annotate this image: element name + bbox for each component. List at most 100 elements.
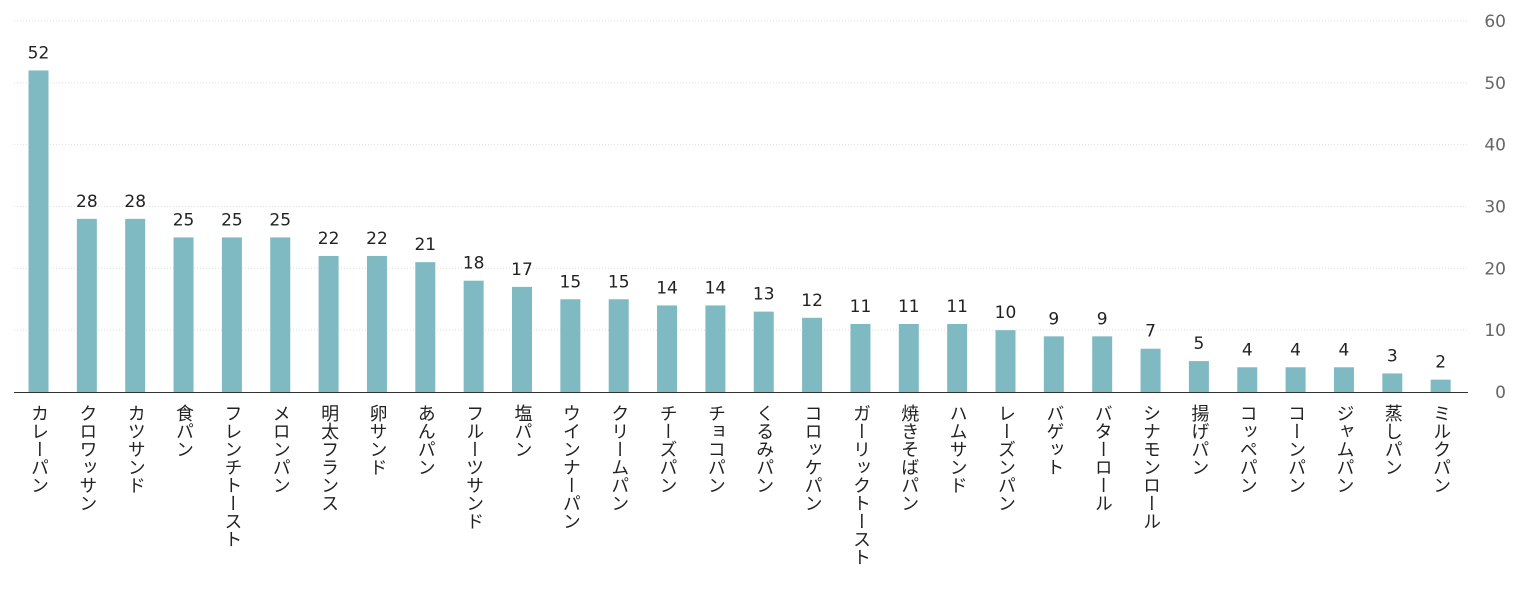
- y-tick-label: 0: [1495, 383, 1506, 403]
- data-label: 2: [1435, 353, 1446, 373]
- bar: [753, 311, 774, 392]
- bar: [415, 262, 436, 392]
- bar: [173, 237, 194, 392]
- data-label: 25: [173, 210, 195, 230]
- data-label: 17: [511, 260, 533, 280]
- bars: [28, 70, 1451, 392]
- x-tick-label: ガーリックトースト: [850, 404, 871, 566]
- bar: [1285, 367, 1306, 392]
- x-tick-label: 蒸しパン: [1382, 404, 1403, 476]
- bar: [1140, 348, 1161, 392]
- bar: [705, 305, 726, 392]
- bar: [657, 305, 678, 392]
- bar: [560, 299, 581, 392]
- x-tick-label: 揚げパン: [1188, 404, 1209, 476]
- bar: [850, 323, 871, 392]
- bar: [608, 299, 629, 392]
- x-tick-label: ウインナーパン: [560, 404, 581, 530]
- x-tick-label: 塩パン: [512, 404, 533, 458]
- bar: [947, 323, 968, 392]
- x-tick-label: フレンチトースト: [221, 404, 242, 548]
- bar: [463, 280, 484, 392]
- y-axis-ticks: 0 10 20 30 40 50 60: [1484, 12, 1506, 403]
- data-label: 9: [1048, 309, 1059, 329]
- bar: [1043, 336, 1064, 392]
- bar: [28, 70, 49, 392]
- x-tick-label: カツサンド: [125, 404, 146, 494]
- x-tick-label: コロッケパン: [802, 404, 823, 512]
- data-label: 15: [608, 272, 630, 292]
- bar: [1092, 336, 1113, 392]
- data-label: 4: [1339, 340, 1350, 360]
- grid-lines: [14, 20, 1468, 331]
- data-label: 14: [705, 278, 727, 298]
- x-tick-label: あんパン: [415, 404, 436, 476]
- bar: [898, 323, 919, 392]
- x-tick-label: コッペパン: [1237, 404, 1258, 494]
- y-tick-label: 30: [1484, 198, 1506, 218]
- data-label: 28: [124, 192, 146, 212]
- x-tick-label: くるみパン: [753, 404, 774, 494]
- bar: [995, 330, 1016, 392]
- x-tick-label: 明太フランス: [318, 404, 339, 512]
- x-tick-label: クロワッサン: [76, 404, 97, 512]
- data-label: 5: [1193, 334, 1204, 354]
- bar: [1382, 373, 1403, 392]
- y-tick-label: 10: [1484, 321, 1506, 341]
- x-tick-label: ジャムパン: [1333, 404, 1354, 494]
- bar: [1237, 367, 1258, 392]
- x-tick-label: チーズパン: [657, 404, 678, 494]
- bar: [802, 317, 823, 392]
- y-tick-label: 40: [1484, 136, 1506, 156]
- bar: [512, 286, 532, 392]
- data-label: 22: [318, 229, 340, 249]
- x-tick-label: ハムサンド: [947, 404, 968, 494]
- x-tick-label: メロンパン: [270, 404, 291, 494]
- bar: [221, 237, 242, 392]
- x-axis-category-labels: カレーパン クロワッサン カツサンド 食パン フレンチトースト メロンパン 明太フランス 卵サ…: [28, 404, 1451, 566]
- bar: [1188, 361, 1209, 392]
- x-tick-label: バターロール: [1092, 404, 1113, 512]
- x-tick-label: ミルクパン: [1430, 404, 1451, 494]
- data-label: 11: [850, 297, 872, 317]
- x-tick-label: チョコパン: [705, 404, 726, 494]
- x-tick-label: シナモンロール: [1140, 404, 1161, 530]
- bar: [1430, 379, 1451, 392]
- data-label: 4: [1242, 340, 1253, 360]
- data-label: 21: [414, 235, 436, 255]
- data-label: 3: [1387, 346, 1398, 366]
- bar: [1333, 367, 1354, 392]
- data-label: 25: [221, 210, 243, 230]
- x-tick-label: バゲット: [1043, 404, 1064, 476]
- bar: [76, 218, 97, 392]
- data-label: 4: [1290, 340, 1301, 360]
- data-label: 15: [560, 272, 582, 292]
- data-label: 13: [753, 285, 775, 305]
- data-label: 25: [269, 210, 291, 230]
- data-label: 52: [28, 43, 50, 63]
- y-tick-label: 60: [1484, 12, 1506, 32]
- x-tick-label: 卵サンド: [366, 404, 387, 476]
- x-tick-label: レーズンパン: [995, 404, 1016, 512]
- bar: [366, 255, 387, 392]
- x-tick-label: フルーツサンド: [463, 404, 484, 530]
- data-label: 10: [995, 303, 1017, 323]
- x-tick-label: 焼きそばパン: [898, 404, 919, 512]
- data-label: 11: [898, 297, 920, 317]
- data-label: 14: [656, 278, 678, 298]
- y-tick-label: 50: [1484, 74, 1506, 94]
- x-tick-label: クリームパン: [608, 404, 629, 512]
- data-label: 18: [463, 254, 485, 274]
- data-label: 12: [801, 291, 823, 311]
- y-tick-label: 20: [1484, 259, 1506, 279]
- bar: [270, 237, 291, 392]
- x-tick-label: カレーパン: [28, 404, 49, 494]
- x-tick-label: コーンパン: [1285, 404, 1306, 494]
- data-label: 28: [76, 192, 98, 212]
- x-tick-label: 食パン: [173, 404, 194, 458]
- bar: [318, 255, 339, 392]
- data-label: 9: [1097, 309, 1108, 329]
- data-label: 11: [946, 297, 968, 317]
